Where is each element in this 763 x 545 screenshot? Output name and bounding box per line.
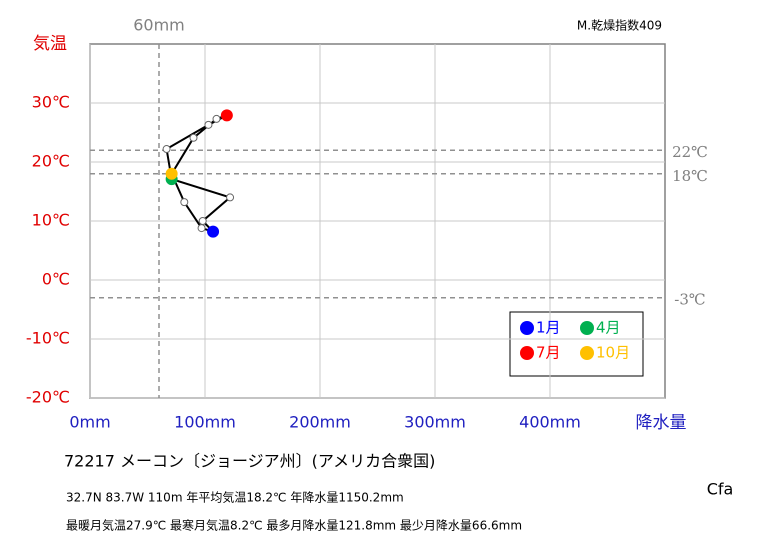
legend-label: 7月 [536, 344, 561, 362]
legend-marker [520, 321, 534, 335]
station-info: 32.7N 83.7W 110m 年平均気温18.2℃ 年降水量1150.2mm [66, 490, 404, 505]
month-point [220, 109, 233, 122]
legend-marker [580, 321, 594, 335]
legend-label: 1月 [536, 319, 561, 337]
x-tick-label: 400mm [519, 413, 581, 432]
reference-label: 22℃ [672, 143, 708, 161]
month-point [189, 133, 198, 142]
reference-label: 18℃ [672, 167, 708, 185]
y-tick-label: -10℃ [26, 329, 70, 348]
x-tick-label: 100mm [174, 413, 236, 432]
index-label: M.乾燥指数409 [577, 18, 662, 33]
month-point [180, 198, 189, 207]
month-point [226, 193, 235, 202]
y-tick-label: 30℃ [32, 93, 70, 112]
legend-marker [520, 346, 534, 360]
legend-marker [580, 346, 594, 360]
y-tick-label: -20℃ [26, 388, 70, 407]
legend-label: 4月 [596, 319, 621, 337]
x-tick-label: 200mm [289, 413, 351, 432]
climate-code: Cfa [707, 480, 734, 499]
legend-label: 10月 [596, 344, 630, 362]
reference-label: -3℃ [674, 291, 705, 309]
month-point [212, 114, 221, 123]
y-tick-label: 20℃ [32, 152, 70, 171]
month-point [198, 217, 207, 225]
month-point [165, 167, 178, 180]
x-tick-label: 0mm [69, 413, 110, 432]
y-axis-label: 気温 [33, 34, 67, 54]
legend-box [509, 311, 644, 377]
x-tick-label: 300mm [404, 413, 466, 432]
reference-label: 60mm [133, 16, 185, 35]
station-extremes: 最暖月気温27.9℃ 最寒月気温8.2℃ 最多月降水量121.8mm 最少月降水… [66, 518, 522, 533]
station-name: 72217 メーコン〔ジョージア州〕(アメリカ合衆国) [64, 452, 435, 471]
month-point [197, 224, 206, 233]
month-point [162, 145, 171, 154]
month-point [204, 120, 213, 129]
y-tick-label: 10℃ [32, 211, 70, 230]
y-tick-label: 0℃ [42, 270, 70, 289]
x-axis-label: 降水量 [636, 413, 687, 433]
month-point [207, 225, 220, 238]
